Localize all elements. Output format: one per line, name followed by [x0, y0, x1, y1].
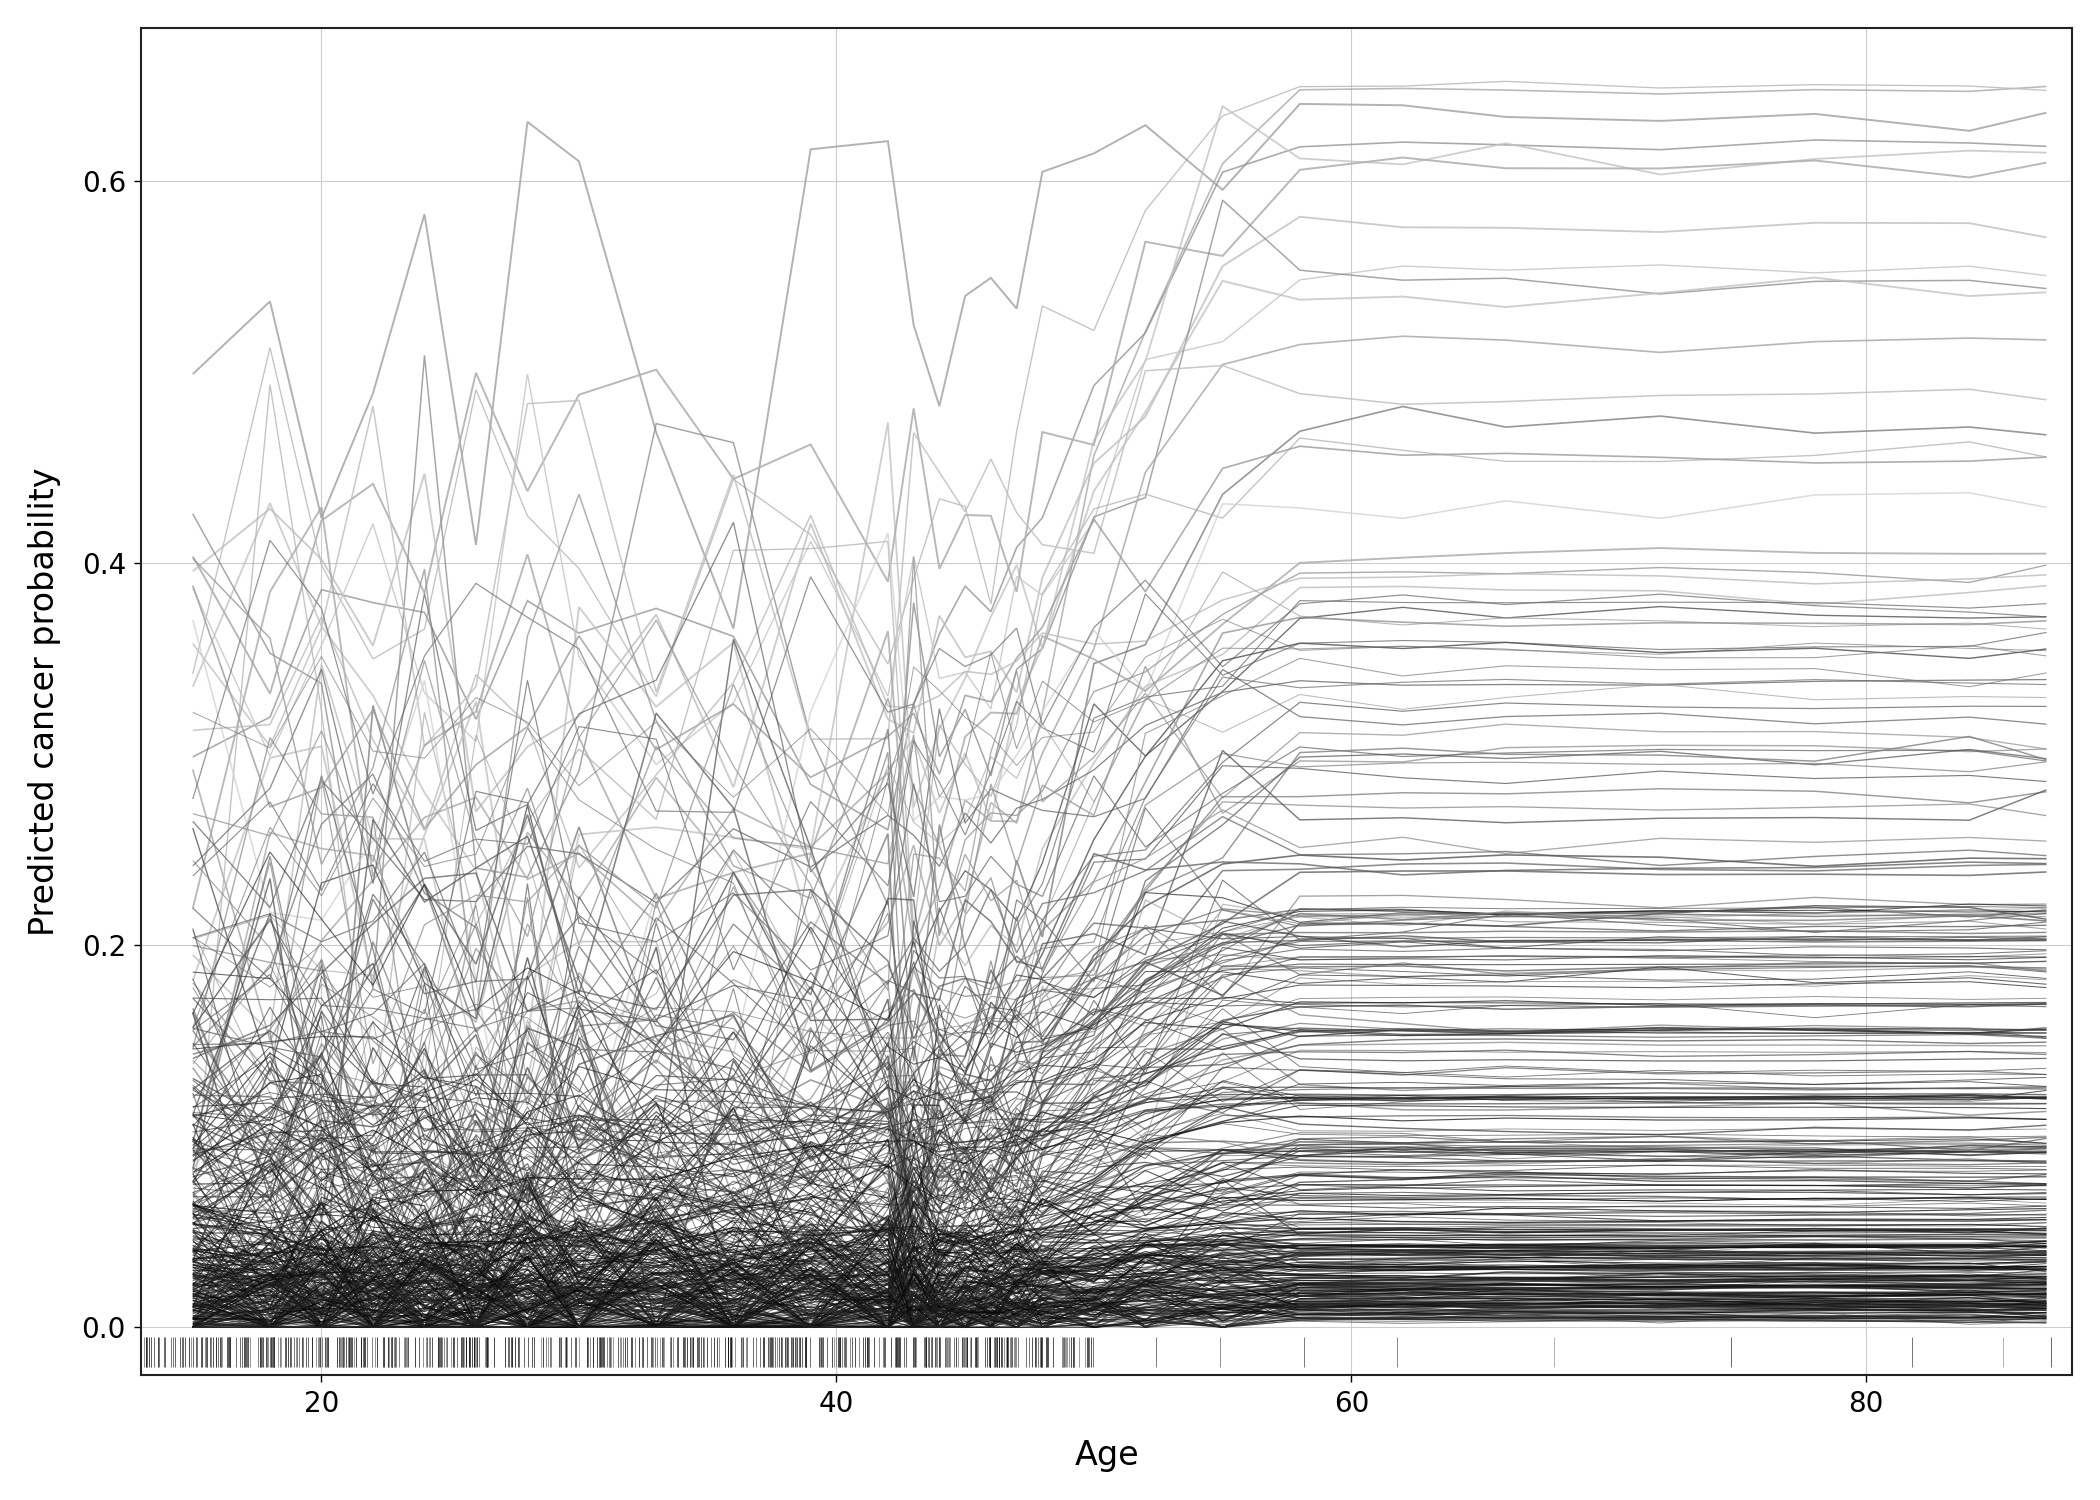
Y-axis label: Predicted cancer probability: Predicted cancer probability: [27, 466, 61, 936]
X-axis label: Age: Age: [1075, 1438, 1138, 1472]
